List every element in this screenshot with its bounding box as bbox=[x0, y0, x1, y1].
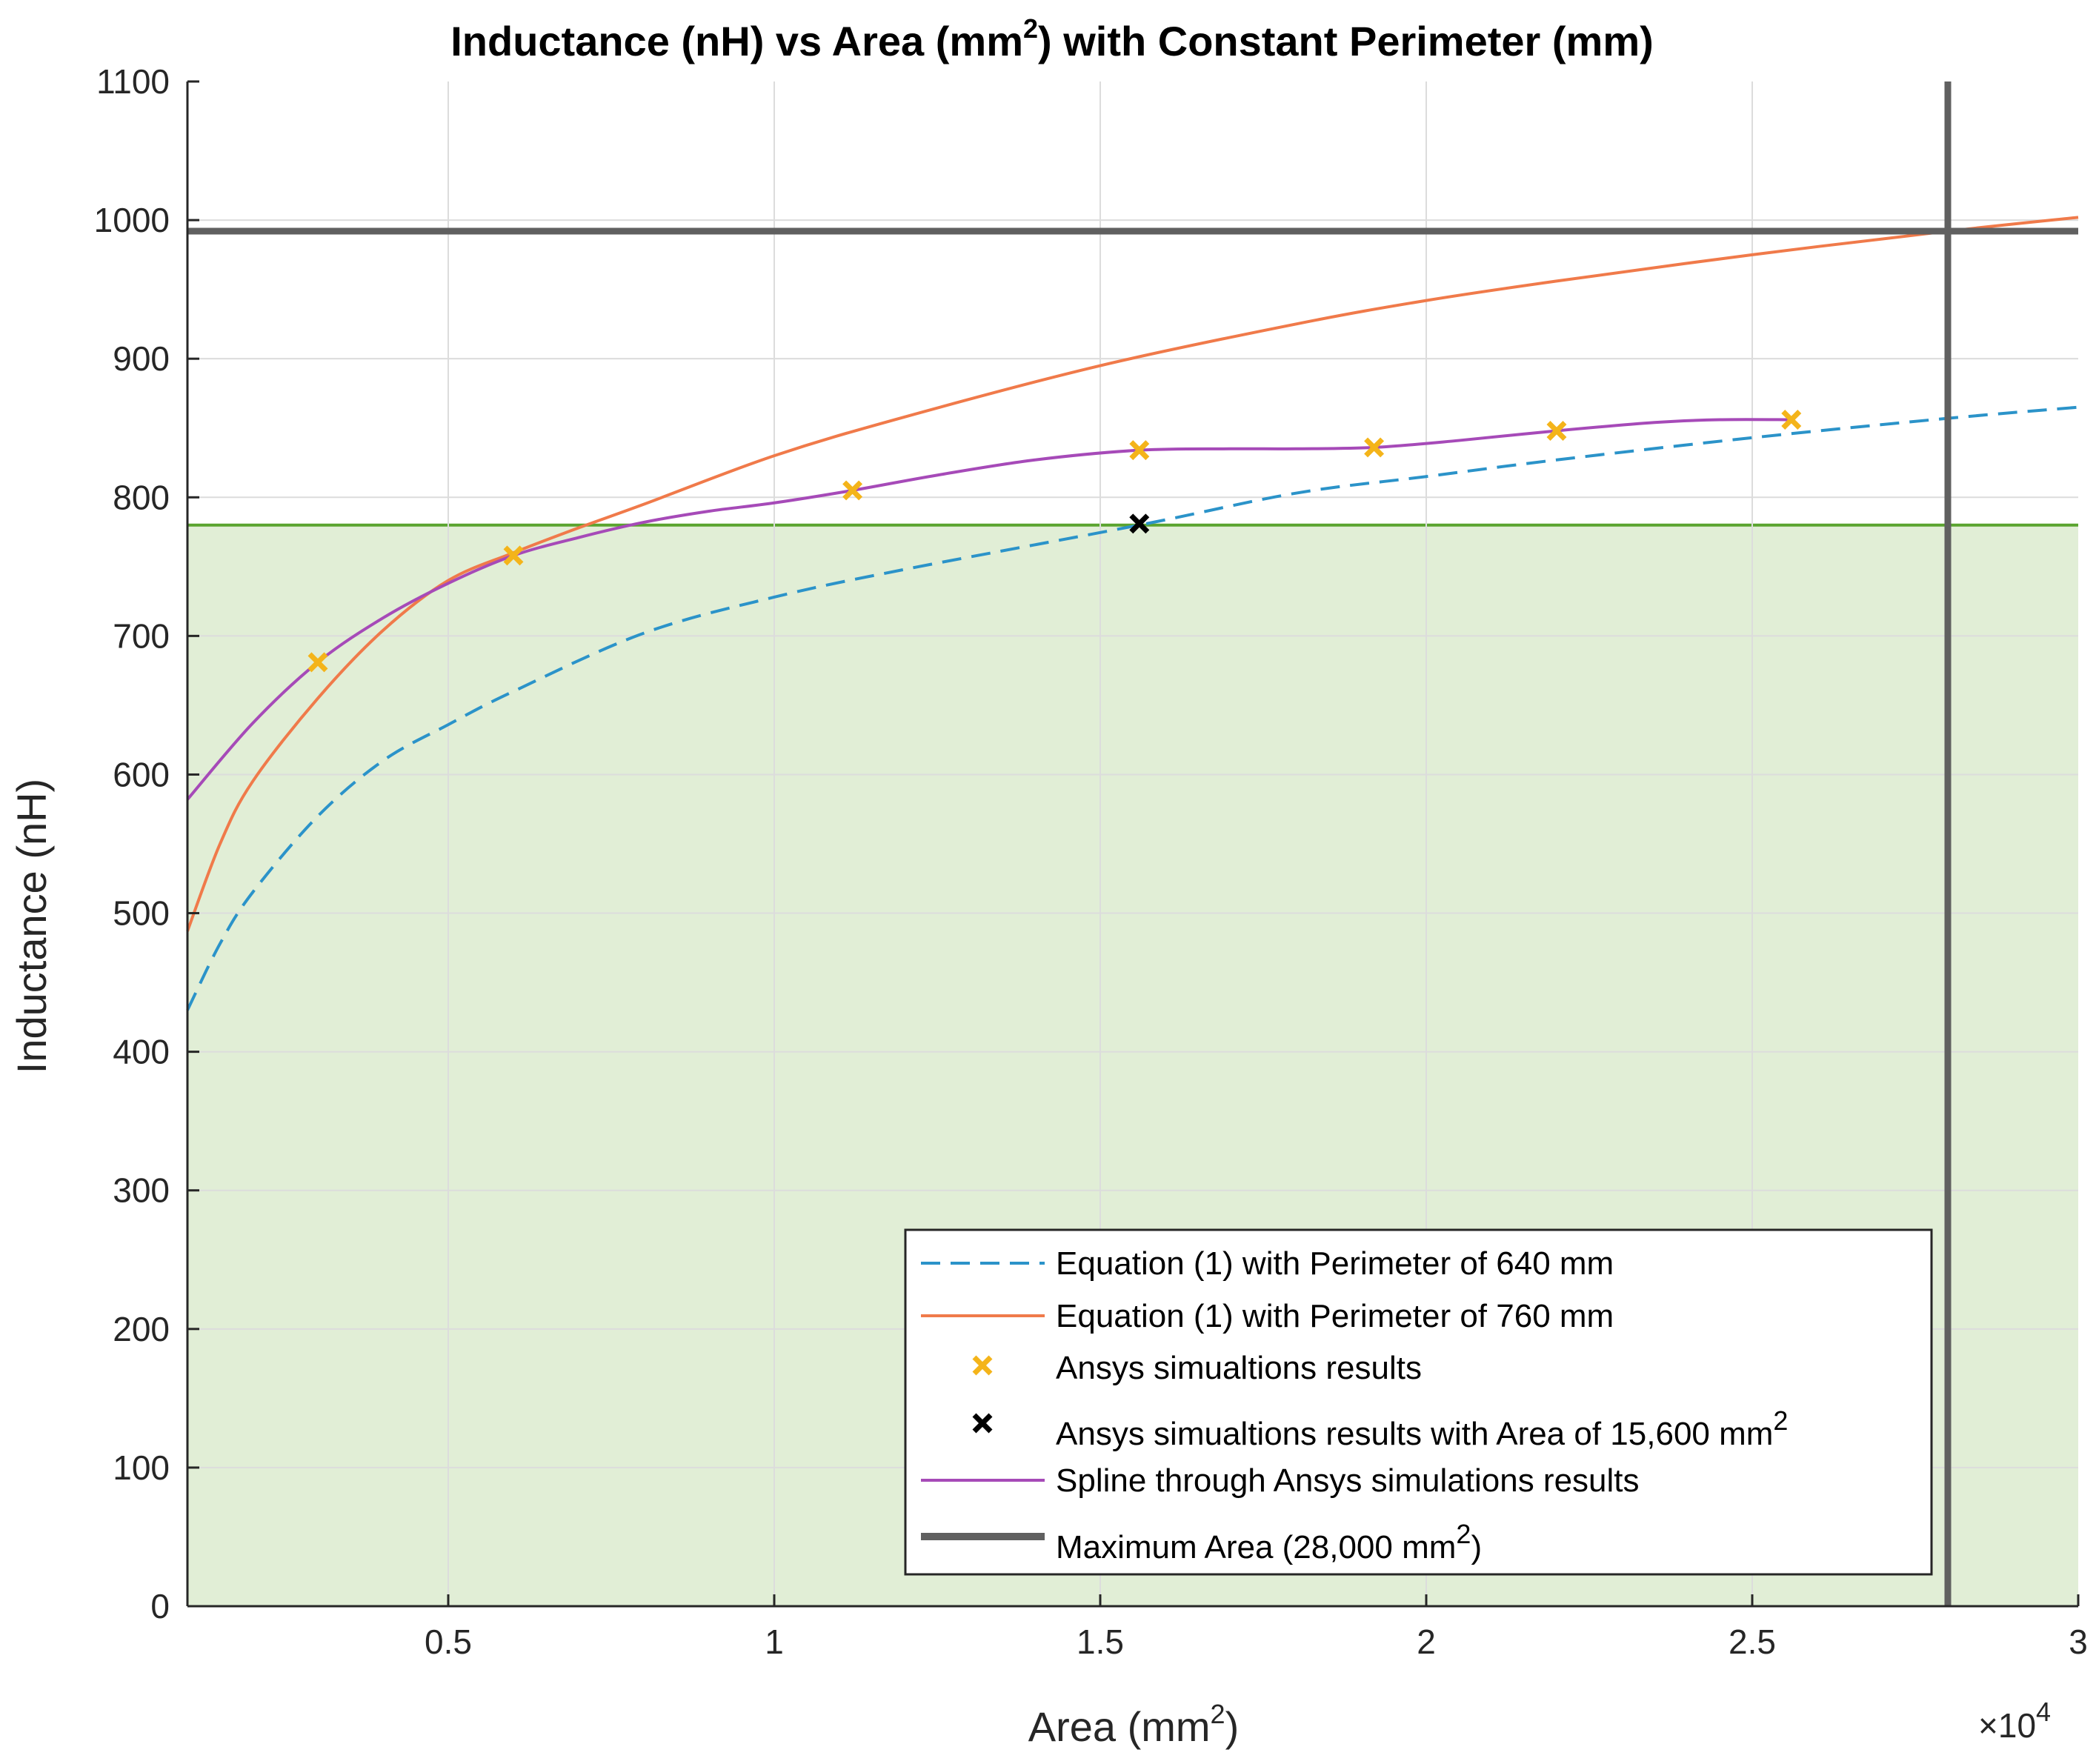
y-tick-label: 400 bbox=[113, 1033, 170, 1071]
x-tick-label: 3 bbox=[2069, 1622, 2088, 1661]
legend-label-ansys-15600: Ansys simualtions results with Area of 1… bbox=[1056, 1405, 1788, 1452]
legend-label-ansys: Ansys simualtions results bbox=[1056, 1350, 1422, 1386]
y-tick-label: 700 bbox=[113, 616, 170, 655]
series-layer bbox=[186, 216, 2079, 1011]
y-tick-label: 1000 bbox=[94, 201, 170, 239]
x-tick-label: 2.5 bbox=[1729, 1622, 1776, 1661]
y-tick-label: 800 bbox=[113, 478, 170, 516]
y-tick-label: 1100 bbox=[96, 62, 170, 101]
ansys-marker-stroke-b bbox=[1129, 440, 1150, 461]
ansys-marker bbox=[1546, 420, 1567, 441]
ansys-marker bbox=[1129, 440, 1150, 461]
y-tick-label: 100 bbox=[113, 1448, 170, 1487]
x-multiplier-base: ×10 bbox=[1978, 1706, 2036, 1745]
y-tick-label: 600 bbox=[113, 755, 170, 793]
ansys-marker-stroke-b bbox=[1781, 410, 1802, 430]
ansys-marker bbox=[307, 652, 328, 673]
x-multiplier-exp: 4 bbox=[2036, 1697, 2051, 1727]
chart-title-tail: ) with Constant Perimeter (mm) bbox=[1038, 18, 1654, 64]
x-tick-label: 1.5 bbox=[1077, 1622, 1124, 1661]
legend-label-max-area-main: Maximum Area (28,000 mm bbox=[1056, 1529, 1456, 1565]
ansys-marker-stroke-b bbox=[307, 652, 328, 673]
x-axis-multiplier: ×104 bbox=[1978, 1697, 2051, 1745]
legend-swatch-ansys-15600 bbox=[972, 1413, 993, 1434]
legend-box bbox=[904, 1228, 1933, 1576]
y-axis-label: Inductance (nH) bbox=[8, 779, 55, 1074]
ansys-15600-marker bbox=[1129, 513, 1150, 534]
x-axis-label: Area (mm2) bbox=[1028, 1699, 1239, 1750]
chart-title-main: Inductance (nH) vs Area (mm bbox=[450, 18, 1023, 64]
ansys-marker bbox=[1781, 410, 1802, 430]
y-tick-label: 200 bbox=[113, 1310, 170, 1348]
series-line-eq760 bbox=[186, 216, 2079, 932]
x-tick-label: 2 bbox=[1417, 1622, 1436, 1661]
x-axis-label-main: Area (mm bbox=[1028, 1703, 1211, 1750]
y-tick-label: 500 bbox=[113, 894, 170, 933]
ansys-marker bbox=[842, 480, 863, 501]
x-tick-label: 1 bbox=[765, 1622, 784, 1661]
axes-layer bbox=[186, 81, 2078, 1608]
series-line-eq640 bbox=[186, 405, 2079, 1011]
legend-label-max-area-sup: 2 bbox=[1456, 1519, 1471, 1549]
y-tick-label: 900 bbox=[113, 339, 170, 378]
ansys-15600-marker-stroke-b bbox=[1129, 513, 1150, 534]
x-tick-label: 0.5 bbox=[425, 1622, 472, 1661]
series-line-spline bbox=[186, 418, 1791, 801]
x-axis-label-sup: 2 bbox=[1211, 1699, 1225, 1729]
chart-title-sup: 2 bbox=[1023, 13, 1038, 44]
ansys-marker-stroke-b bbox=[842, 480, 863, 501]
legend-label-ansys-15600-sup: 2 bbox=[1773, 1405, 1788, 1436]
legend: Equation (1) with Perimeter of 640 mm Eq… bbox=[904, 1228, 1933, 1576]
ansys-marker bbox=[503, 545, 524, 566]
x-axis-label-tail: ) bbox=[1225, 1703, 1240, 1750]
ansys-marker-stroke-b bbox=[1364, 437, 1385, 458]
ansys-marker-stroke-b bbox=[503, 545, 524, 566]
ticks-layer: 0 100 200 300 400 500 600 700 800 900 1000 1100 0.5 1… bbox=[94, 62, 2088, 1661]
legend-label-eq640: Equation (1) with Perimeter of 640 mm bbox=[1056, 1245, 1614, 1282]
reference-lines-layer bbox=[187, 81, 2078, 1606]
ansys-marker bbox=[1364, 437, 1385, 458]
legend-label-spline: Spline through Ansys simulations results bbox=[1056, 1462, 1640, 1499]
y-tick-label: 0 bbox=[150, 1587, 170, 1625]
legend-label-max-area-tail: ) bbox=[1471, 1529, 1482, 1565]
legend-label-eq760: Equation (1) with Perimeter of 760 mm bbox=[1056, 1298, 1614, 1334]
ansys-marker-stroke-b bbox=[1546, 420, 1567, 441]
legend-swatch-ansys bbox=[972, 1355, 993, 1376]
legend-label-max-area: Maximum Area (28,000 mm2) bbox=[1056, 1519, 1482, 1565]
chart-title: Inductance (nH) vs Area (mm2) with Const… bbox=[450, 13, 1654, 64]
y-tick-label: 300 bbox=[113, 1171, 170, 1210]
legend-label-ansys-15600-main: Ansys simualtions results with Area of 1… bbox=[1056, 1416, 1773, 1452]
